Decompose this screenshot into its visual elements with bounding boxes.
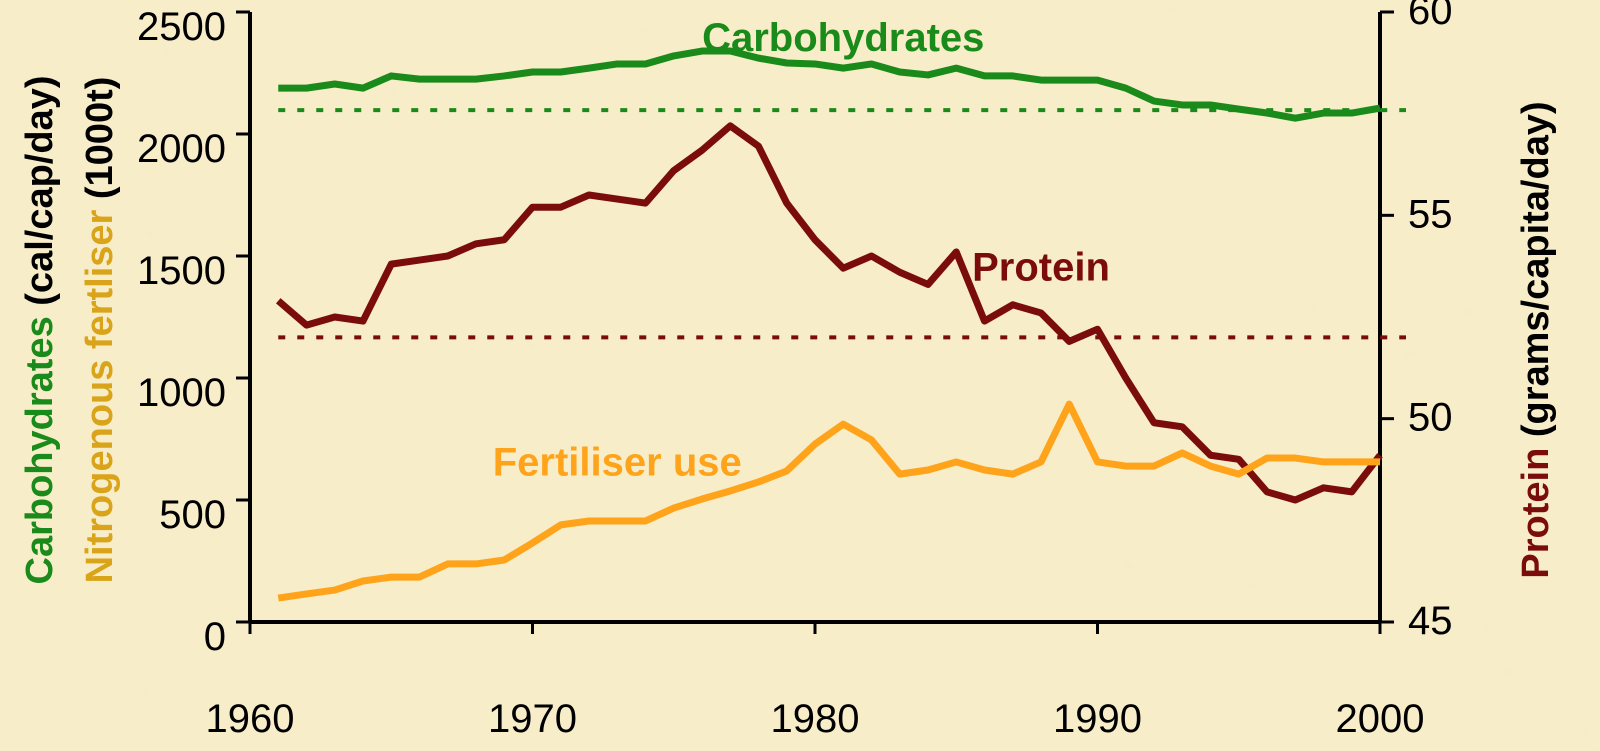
y2-tick-label: 55 bbox=[1408, 192, 1453, 236]
x-tick-label: 2000 bbox=[1336, 697, 1425, 741]
x-tick-label: 1980 bbox=[771, 697, 860, 741]
y-label-part: (1000t) bbox=[79, 77, 121, 210]
x-tick-label: 1990 bbox=[1053, 697, 1142, 741]
annotation: Carbohydrates bbox=[702, 16, 984, 60]
x-tick-label: 1970 bbox=[488, 697, 577, 741]
y2-label-part: (grams/capita/day) bbox=[1515, 101, 1557, 447]
y-axis-label-2: Nitrogenous fertliser (1000t) bbox=[79, 77, 121, 584]
y2-tick-label: 45 bbox=[1408, 599, 1453, 643]
y-label-part: Nitrogenous fertliser bbox=[79, 209, 121, 583]
data-line bbox=[277, 400, 1380, 602]
y-tick-label: 500 bbox=[159, 493, 226, 537]
y2-tick-label: 50 bbox=[1408, 396, 1453, 440]
y-label-part: Carbohydrates bbox=[19, 316, 61, 584]
y-tick-label: 1500 bbox=[137, 249, 226, 293]
y-tick-label: 2000 bbox=[137, 127, 226, 171]
data-line bbox=[275, 122, 1383, 504]
annotation: Protein bbox=[972, 245, 1110, 289]
y2-label-part: Protein bbox=[1515, 448, 1557, 579]
y-axis-label: Carbohydrates (cal/cap/day) bbox=[19, 76, 61, 585]
annotation: Fertiliser use bbox=[493, 441, 742, 485]
y-tick-label: 2500 bbox=[137, 5, 226, 49]
y-label-part: (cal/cap/day) bbox=[19, 76, 61, 317]
y-tick-label: 0 bbox=[204, 615, 226, 659]
y2-tick-label: 60 bbox=[1408, 0, 1453, 33]
x-tick-label: 1960 bbox=[206, 697, 295, 741]
data-line bbox=[278, 47, 1381, 122]
y-tick-label: 1000 bbox=[137, 371, 226, 415]
y2-axis-label: Protein (grams/capita/day) bbox=[1515, 101, 1557, 578]
